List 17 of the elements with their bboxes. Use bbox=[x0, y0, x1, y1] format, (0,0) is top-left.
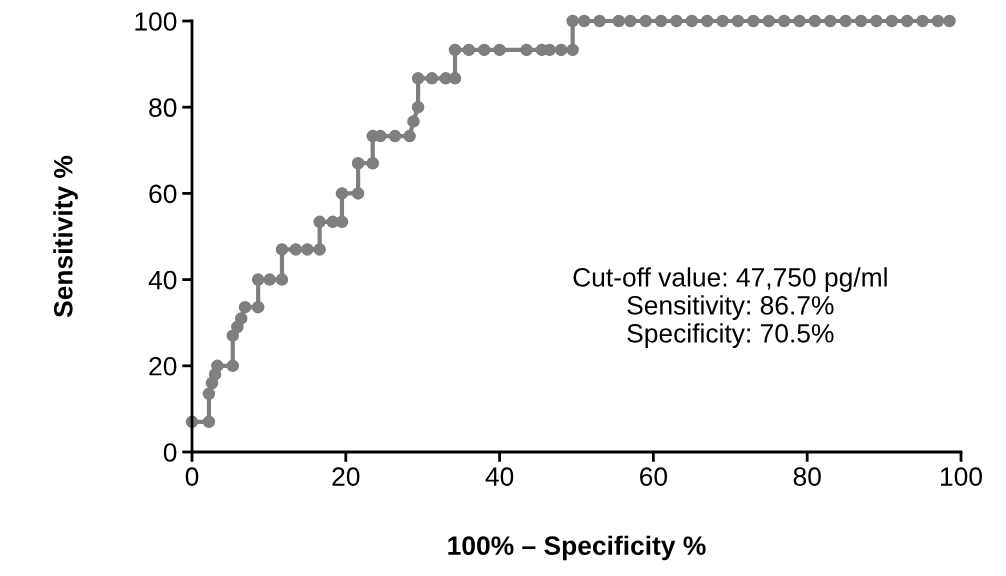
annotation: Specificity: 70.5% bbox=[627, 323, 834, 348]
x-tick-label: 40 bbox=[485, 467, 514, 486]
y-tick-label: 40 bbox=[148, 270, 177, 290]
x-tick-label: 20 bbox=[332, 467, 360, 486]
y-axis-title: Sensitivity % bbox=[53, 155, 78, 318]
annotation: Sensitivity: 86.7% bbox=[627, 295, 834, 320]
y-tick-label: 20 bbox=[149, 356, 177, 376]
x-tick-label: 0 bbox=[185, 467, 199, 486]
x-tick-label: 60 bbox=[640, 467, 668, 486]
y-tick-label: 60 bbox=[149, 184, 177, 204]
x-tick-label: 80 bbox=[793, 467, 821, 486]
annotation: Cut-off value: 47,750 pg/ml bbox=[573, 267, 887, 292]
x-tick-label: 100 bbox=[941, 467, 982, 486]
y-tick-label: 100 bbox=[135, 12, 177, 31]
x-axis-title: 100% – Specificity % bbox=[448, 535, 706, 561]
y-tick-label: 80 bbox=[149, 98, 177, 118]
y-tick-label: 0 bbox=[163, 443, 177, 462]
